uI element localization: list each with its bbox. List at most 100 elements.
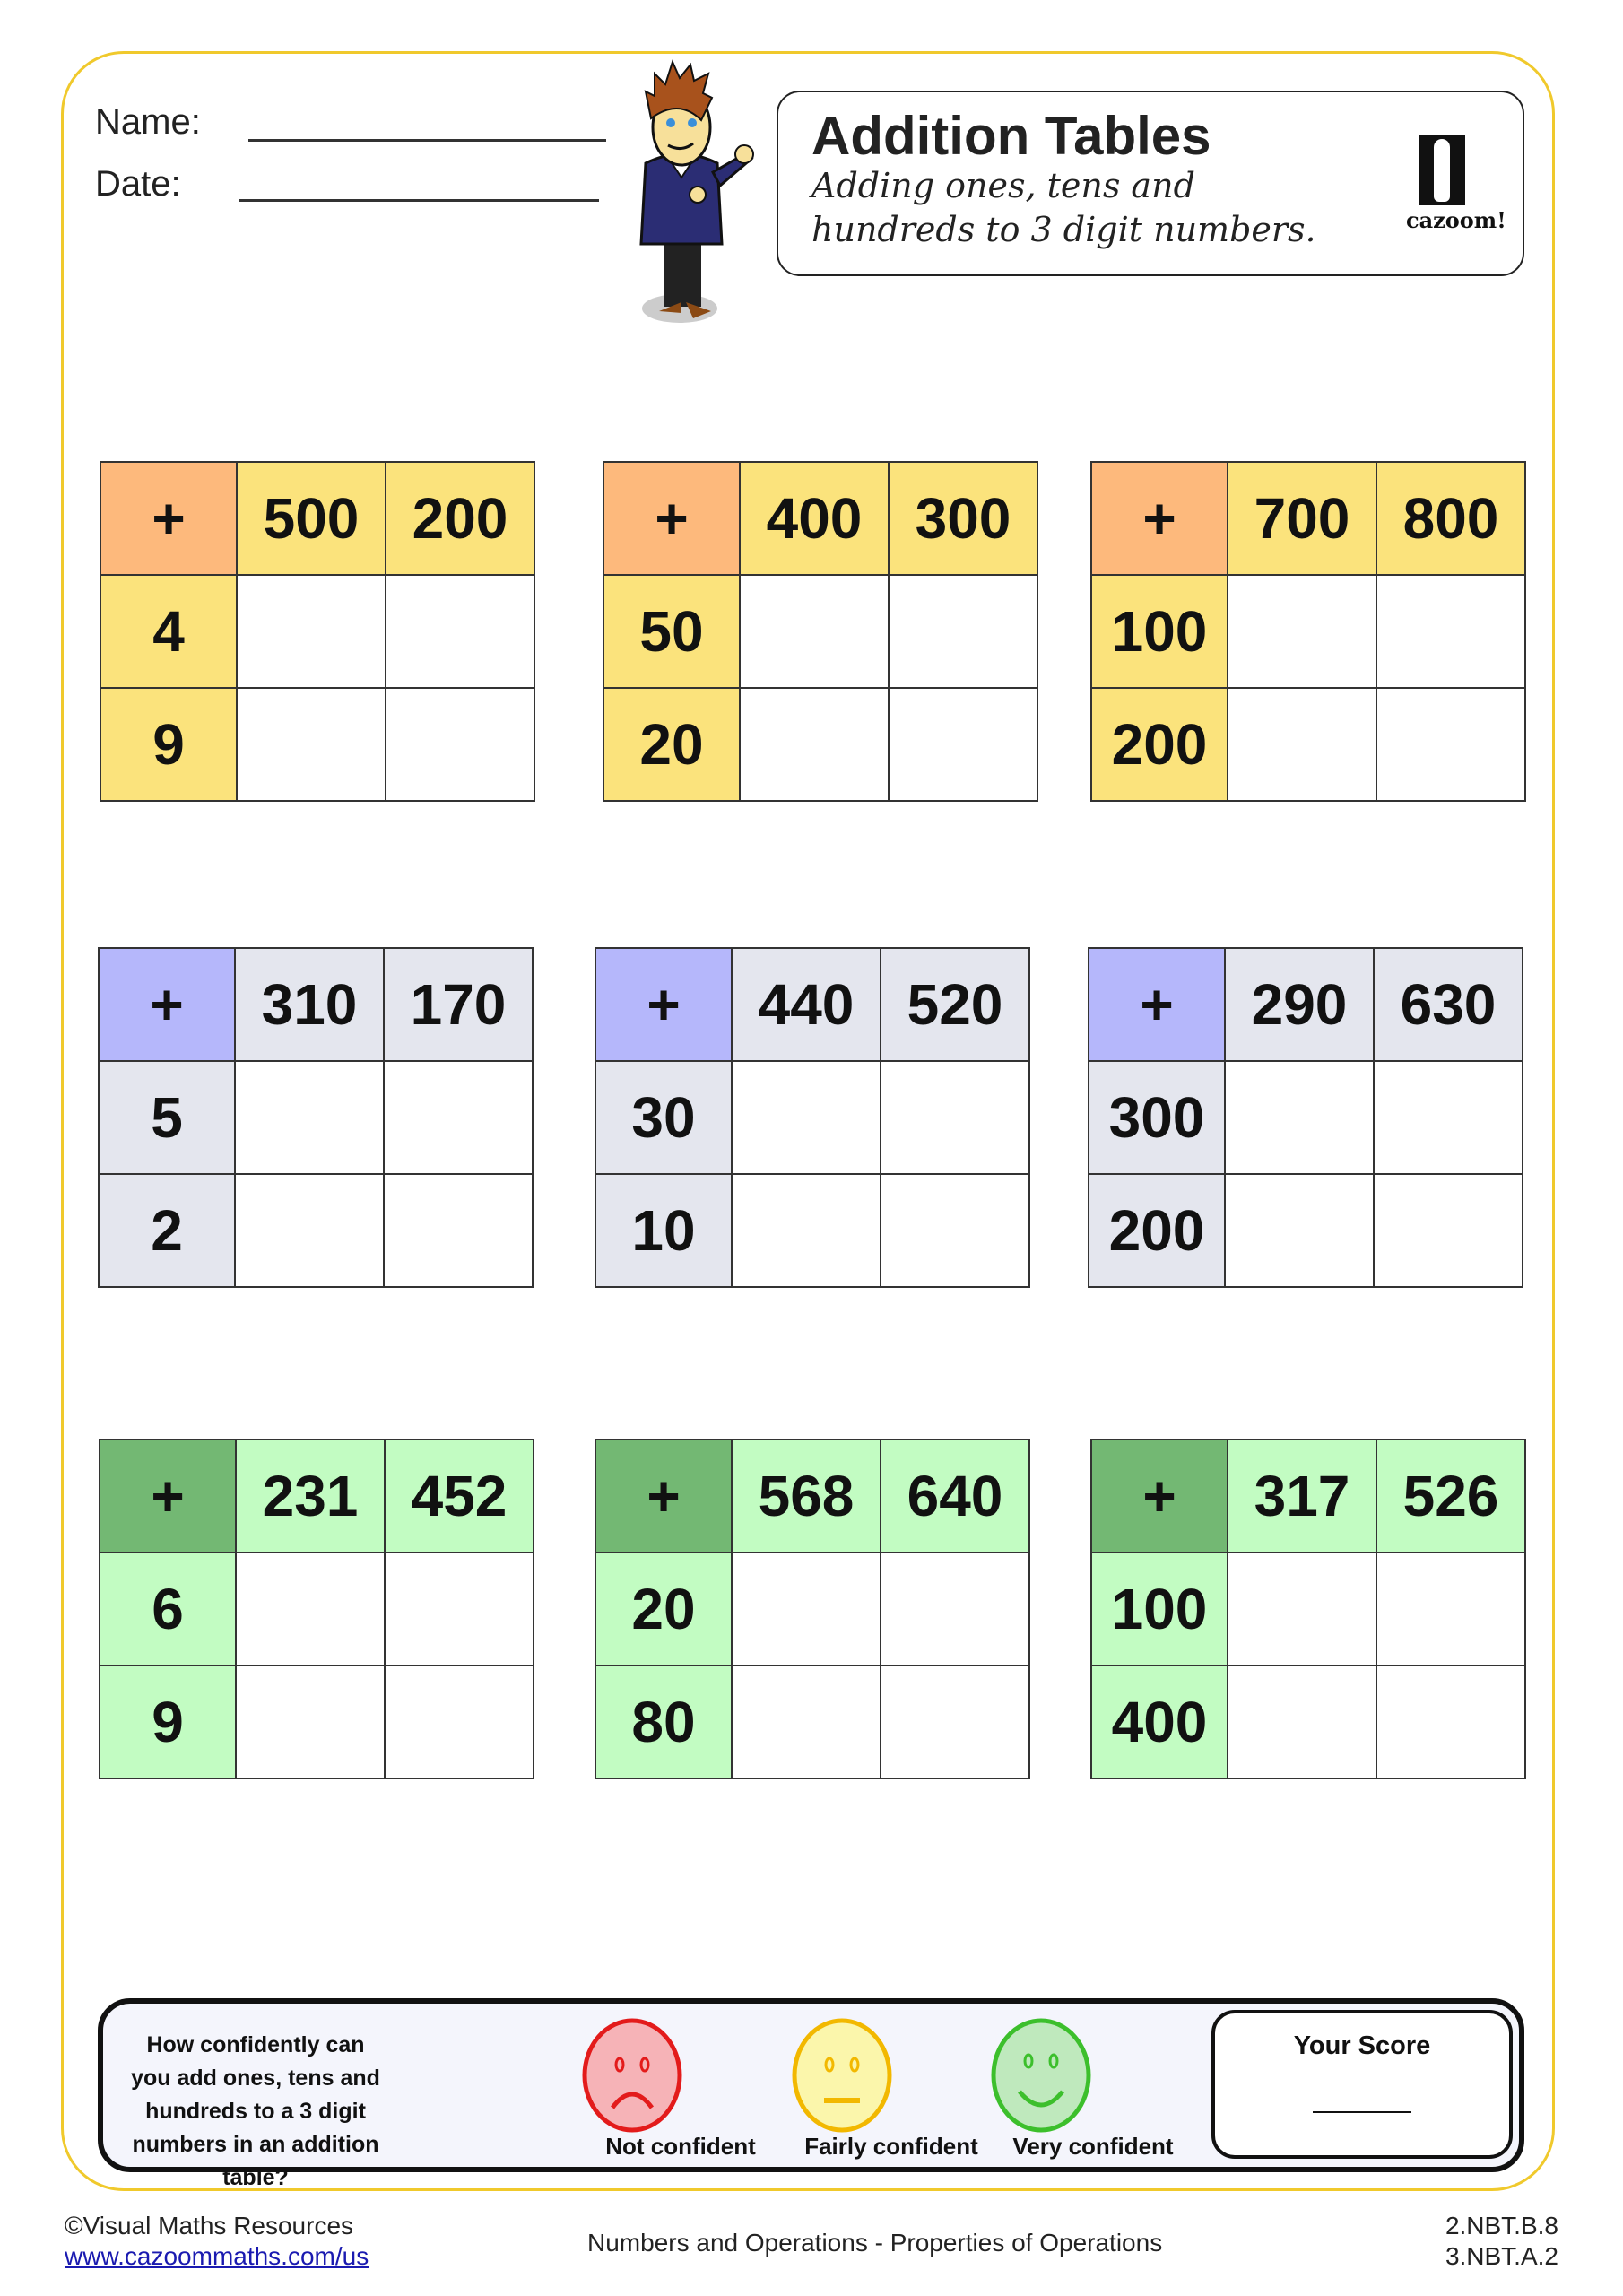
header-row: +231 452 — [99, 1439, 534, 1553]
answer-cell[interactable] — [731, 1552, 881, 1666]
answer-cell[interactable] — [384, 1552, 534, 1666]
answer-cell[interactable] — [235, 1665, 386, 1779]
confidence-question: How confidently can you add ones, tens a… — [131, 2032, 380, 2190]
plus-sign: + — [595, 1439, 733, 1553]
answer-cell[interactable] — [1224, 1060, 1375, 1175]
plus-sign: + — [1088, 947, 1226, 1062]
row-header: 200 — [1088, 1173, 1226, 1288]
score-box[interactable]: Your Score — [1211, 2010, 1513, 2159]
answer-cell[interactable] — [234, 1060, 385, 1175]
table-row: 20 — [595, 1552, 1030, 1666]
column-header: 310 — [234, 947, 385, 1062]
answer-cell[interactable] — [739, 687, 890, 802]
table-row: 200 — [1088, 1173, 1523, 1288]
column-header: 640 — [880, 1439, 1030, 1553]
neutral-face-icon[interactable] — [792, 2018, 892, 2133]
header-row: +440 520 — [595, 947, 1030, 1062]
column-header: 568 — [731, 1439, 881, 1553]
page-border — [61, 51, 1555, 2191]
plus-sign: + — [98, 947, 236, 1062]
table-row: 6 — [99, 1552, 534, 1666]
table-row: 200 — [1090, 687, 1526, 802]
date-field[interactable] — [239, 199, 599, 202]
header-row: +317 526 — [1090, 1439, 1526, 1553]
table-row: 300 — [1088, 1060, 1523, 1175]
plus-sign: + — [99, 1439, 237, 1553]
sad-face-icon[interactable] — [582, 2018, 682, 2133]
answer-cell[interactable] — [235, 1552, 386, 1666]
header-row: +500 200 — [100, 461, 535, 576]
plus-sign: + — [1090, 461, 1228, 576]
row-header: 400 — [1090, 1665, 1228, 1779]
answer-cell[interactable] — [731, 1665, 881, 1779]
column-header: 317 — [1227, 1439, 1377, 1553]
answer-cell[interactable] — [731, 1173, 881, 1288]
answer-cell[interactable] — [1376, 1665, 1526, 1779]
happy-face-icon[interactable] — [991, 2018, 1091, 2133]
addition-table: +290 630 300 200 — [1088, 947, 1523, 1288]
row-header: 20 — [595, 1552, 733, 1666]
table-row: 30 — [595, 1060, 1030, 1175]
subtitle-line-1: Adding ones, tens and — [812, 166, 1195, 205]
answer-cell[interactable] — [234, 1173, 385, 1288]
row-header: 20 — [603, 687, 741, 802]
column-header: 300 — [888, 461, 1038, 576]
website-link[interactable]: www.cazoommaths.com/us — [65, 2242, 369, 2270]
addition-table: +310 170 5 2 — [98, 947, 534, 1288]
row-header: 80 — [595, 1665, 733, 1779]
score-line — [1313, 2111, 1411, 2113]
answer-cell[interactable] — [739, 574, 890, 689]
topic-text: Numbers and Operations - Properties of O… — [587, 2229, 1163, 2257]
column-header: 200 — [385, 461, 535, 576]
header-row: +400 300 — [603, 461, 1038, 576]
copyright-text: ©Visual Maths Resources — [65, 2212, 354, 2239]
fairly-confident-label: Fairly confident — [804, 2133, 978, 2160]
answer-cell[interactable] — [1224, 1173, 1375, 1288]
row-header: 6 — [99, 1552, 237, 1666]
date-label: Date: — [95, 164, 181, 204]
answer-cell[interactable] — [1376, 1552, 1526, 1666]
plus-sign: + — [100, 461, 238, 576]
column-header: 231 — [235, 1439, 386, 1553]
name-field[interactable] — [248, 139, 606, 142]
row-header: 100 — [1090, 1552, 1228, 1666]
cazoom-logo: cazoom! — [1406, 135, 1506, 233]
answer-cell[interactable] — [1227, 574, 1377, 689]
answer-cell[interactable] — [385, 574, 535, 689]
column-header: 500 — [236, 461, 386, 576]
column-header: 452 — [384, 1439, 534, 1553]
subtitle-line-2: hundreds to 3 digit numbers. — [812, 210, 1316, 249]
answer-cell[interactable] — [1227, 1665, 1377, 1779]
answer-cell[interactable] — [383, 1060, 534, 1175]
answer-cell[interactable] — [1376, 687, 1526, 802]
answer-cell[interactable] — [236, 687, 386, 802]
addition-table: +500 200 4 9 — [100, 461, 535, 802]
column-header: 290 — [1224, 947, 1375, 1062]
row-header: 9 — [100, 687, 238, 802]
name-label: Name: — [95, 102, 201, 142]
answer-cell[interactable] — [880, 1173, 1030, 1288]
answer-cell[interactable] — [888, 574, 1038, 689]
table-row: 100 — [1090, 574, 1526, 689]
answer-cell[interactable] — [880, 1552, 1030, 1666]
row-header: 300 — [1088, 1060, 1226, 1175]
answer-cell[interactable] — [385, 687, 535, 802]
column-header: 800 — [1376, 461, 1526, 576]
answer-cell[interactable] — [1227, 687, 1377, 802]
answer-cell[interactable] — [383, 1173, 534, 1288]
answer-cell[interactable] — [880, 1665, 1030, 1779]
score-label: Your Score — [1293, 2031, 1431, 2060]
very-confident-label: Very confident — [1012, 2133, 1174, 2160]
answer-cell[interactable] — [1373, 1060, 1523, 1175]
answer-cell[interactable] — [236, 574, 386, 689]
answer-cell[interactable] — [880, 1060, 1030, 1175]
answer-cell[interactable] — [731, 1060, 881, 1175]
row-header: 4 — [100, 574, 238, 689]
table-row: 100 — [1090, 1552, 1526, 1666]
answer-cell[interactable] — [1227, 1552, 1377, 1666]
table-row: 4 — [100, 574, 535, 689]
answer-cell[interactable] — [384, 1665, 534, 1779]
answer-cell[interactable] — [888, 687, 1038, 802]
answer-cell[interactable] — [1376, 574, 1526, 689]
answer-cell[interactable] — [1373, 1173, 1523, 1288]
